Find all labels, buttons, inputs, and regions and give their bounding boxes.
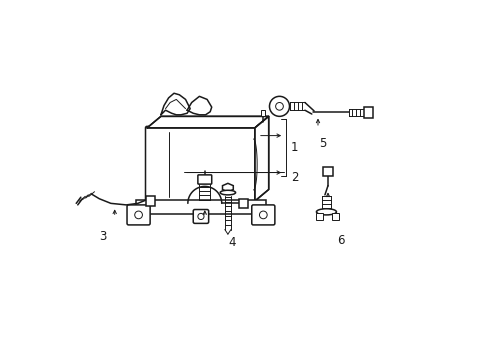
Ellipse shape (316, 209, 336, 215)
Bar (364, 107, 373, 118)
Bar (331, 213, 338, 220)
FancyBboxPatch shape (145, 126, 256, 203)
FancyBboxPatch shape (193, 210, 208, 223)
Text: 6: 6 (337, 234, 344, 247)
Bar (316, 213, 323, 220)
Circle shape (275, 103, 283, 110)
Text: 5: 5 (318, 137, 325, 150)
Ellipse shape (220, 190, 235, 195)
FancyBboxPatch shape (251, 205, 274, 225)
Bar (145, 197, 154, 206)
Circle shape (198, 213, 203, 220)
Bar (260, 110, 265, 116)
Text: 1: 1 (290, 141, 298, 154)
Text: 3: 3 (99, 230, 106, 243)
Polygon shape (222, 183, 233, 192)
FancyBboxPatch shape (198, 175, 211, 184)
Polygon shape (147, 116, 268, 128)
FancyBboxPatch shape (136, 200, 265, 214)
Text: 4: 4 (227, 236, 235, 249)
Circle shape (259, 211, 266, 219)
FancyBboxPatch shape (127, 205, 150, 225)
Circle shape (135, 211, 142, 219)
Text: 2: 2 (290, 171, 298, 184)
Bar (238, 199, 247, 208)
Bar (322, 167, 333, 176)
Circle shape (269, 96, 289, 116)
Polygon shape (254, 116, 268, 201)
